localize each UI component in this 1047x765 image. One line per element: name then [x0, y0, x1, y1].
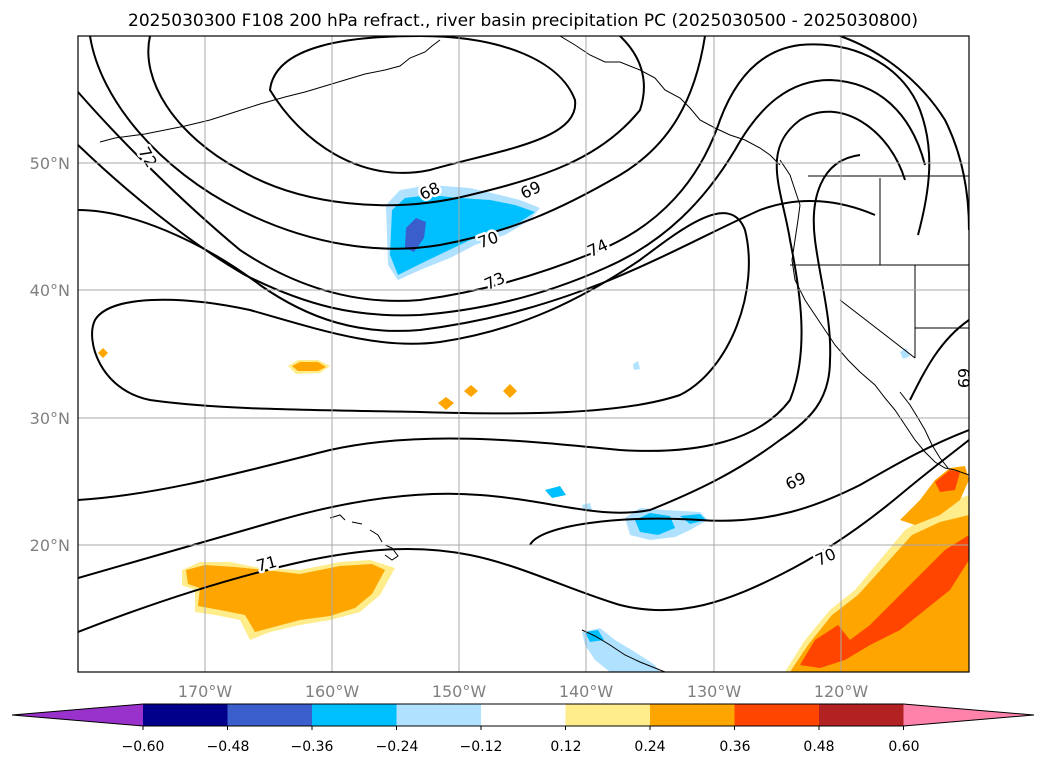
cb-tick-label: −0.48: [207, 739, 250, 755]
lat-label-20n: 20°N: [30, 536, 70, 555]
cb-tick-label: 0.24: [634, 739, 665, 755]
negative-precip-fields: [386, 185, 910, 672]
colorbar-segment: [650, 704, 735, 726]
precip-neg-north-pacific-core: [390, 195, 535, 275]
coastlines: [99, 36, 969, 672]
precip-neg-dot-a: [545, 486, 566, 498]
colorbar-segment: [143, 704, 228, 726]
colorbar-segment: [12, 704, 143, 726]
colorbar-segment: [565, 704, 650, 726]
colorbar-segment: [396, 704, 481, 726]
precip-pos-dot2: [438, 397, 454, 410]
precip-pos-dot4: [503, 384, 517, 398]
precip-pos-dot3: [464, 385, 478, 397]
lon-label-150w: 150°W: [432, 682, 487, 701]
baja-california: [899, 391, 949, 469]
lon-label-160w: 160°W: [305, 682, 360, 701]
colorbar: [11, 703, 1035, 730]
contour-70-south: [78, 439, 969, 633]
positive-precip-fields: [98, 348, 969, 672]
contour-69-north: [147, 36, 645, 207]
colorbar-segment: [312, 704, 397, 726]
lat-label-40n: 40°N: [30, 281, 70, 300]
precip-neg-spot: [633, 361, 640, 370]
colorbar-segment: [227, 704, 312, 726]
refractivity-contours: [78, 36, 969, 633]
contour-ne: [839, 36, 969, 231]
contour-71-band: [78, 154, 861, 579]
graticule: [78, 36, 969, 672]
contour-label-69-right: 69: [954, 368, 973, 388]
contour-68: [268, 36, 577, 174]
contour-74: [91, 212, 750, 415]
alaska-aleutians-coast: [99, 39, 441, 143]
cb-tick-label: −0.12: [460, 739, 503, 755]
colorbar-segment: [903, 704, 1034, 726]
lon-label-120w: 120°W: [814, 682, 869, 701]
colorbar-segment: [481, 704, 566, 726]
precip-pos-blob-a-core: [292, 362, 326, 371]
lat-label-50n: 50°N: [30, 154, 70, 173]
colorbar-segment: [734, 704, 819, 726]
contour-70-north: [89, 36, 706, 250]
contour-69-south: [529, 429, 969, 546]
colorbar-segment: [819, 704, 904, 726]
precip-pos-small-se: [945, 612, 963, 640]
colorbar-tick-labels: −0.60 −0.48 −0.36 −0.24 −0.12 0.12 0.24 …: [122, 739, 920, 755]
cb-tick-label: −0.36: [291, 739, 334, 755]
map-frame: [77, 35, 970, 673]
contour-inner-ring: [78, 110, 906, 501]
figure-title: 2025030300 F108 200 hPa refract., river …: [128, 11, 918, 31]
lon-label-140w: 140°W: [559, 682, 614, 701]
precip-neg-coast: [900, 348, 910, 359]
cb-tick-label: 0.36: [719, 739, 750, 755]
state-borders: [790, 178, 969, 359]
precip-pos-southeast-strong: [800, 535, 969, 668]
cb-tick-label: −0.60: [122, 739, 165, 755]
hawaii-islands: [329, 514, 399, 561]
lon-label-170w: 170°W: [178, 682, 233, 701]
contour-72: [78, 43, 931, 302]
precip-neg-north-pacific-strong: [405, 218, 426, 252]
alaska-mainland-coast: [559, 36, 781, 166]
precip-pos-gulf-strong: [935, 470, 960, 492]
contour-68-east: [909, 319, 969, 401]
cb-tick-label: 0.12: [550, 739, 581, 755]
cb-tick-label: 0.60: [888, 739, 919, 755]
precip-pos-hawaii-west-core: [186, 564, 385, 632]
lat-label-30n: 30°N: [30, 409, 70, 428]
longitude-labels: 170°W 160°W 150°W 140°W 130°W 120°W: [178, 682, 869, 701]
lon-label-130w: 130°W: [687, 682, 742, 701]
precip-pos-dot1: [98, 348, 108, 358]
latitude-labels: 50°N 40°N 30°N 20°N: [30, 154, 70, 555]
contour-73: [78, 199, 876, 332]
southern-island-chain: [581, 629, 666, 672]
cb-tick-label: −0.24: [376, 739, 419, 755]
cb-tick-label: 0.48: [803, 739, 834, 755]
